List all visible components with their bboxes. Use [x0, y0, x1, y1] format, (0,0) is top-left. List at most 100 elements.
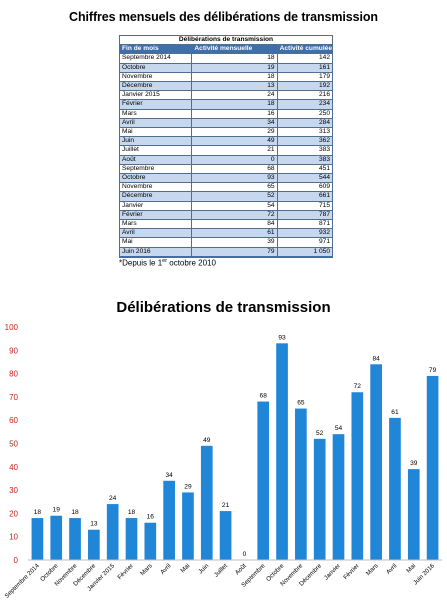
x-tick-label: Mai: [405, 562, 417, 574]
bar: [88, 529, 100, 560]
bar-value-label: 61: [391, 409, 399, 416]
bar: [426, 375, 439, 560]
cell-monthly: 21: [191, 145, 278, 156]
bar: [200, 445, 213, 560]
bar-value-label: 39: [410, 460, 418, 467]
table-title: Chiffres mensuels des délibérations de t…: [69, 10, 378, 24]
y-tick-label: 20: [9, 509, 18, 518]
cell-month: Mars: [118, 219, 193, 230]
bars: 18 19 18 13 24 18 16 34 29 49 21 0 68 93 65 52 54 72 84 61 3…: [31, 334, 439, 560]
table-row: Janvier 54 715: [118, 200, 334, 211]
bar-value-label: 34: [165, 472, 173, 479]
bar-value-label: 54: [335, 425, 343, 432]
y-tick-label: 60: [9, 416, 18, 425]
x-tick-label: Juillet: [213, 562, 229, 578]
bar: [370, 364, 382, 560]
table-row: Juillet 21 383: [118, 145, 334, 156]
bar-value-label: 16: [147, 514, 155, 521]
cell-month: Septembre 2014: [118, 53, 193, 64]
cell-month: Janvier: [118, 200, 193, 211]
bar-value-label: 18: [71, 509, 79, 516]
cell-month: Février: [118, 209, 193, 221]
cell-cumulative: 787: [276, 209, 334, 221]
cell-month: Décembre: [118, 191, 193, 202]
bar-value-label: 52: [316, 430, 324, 437]
bar: [389, 417, 401, 560]
table-row: Septembre 68 451: [118, 163, 334, 175]
cell-month: Juin 2016: [118, 246, 193, 258]
x-tick-label: Mars: [139, 562, 154, 577]
cell-cumulative: 192: [276, 81, 334, 92]
cell-month: Novembre: [118, 182, 193, 193]
cell-month: Mai: [118, 127, 193, 138]
bar-value-label: 21: [222, 502, 230, 509]
cell-cumulative: 609: [276, 182, 334, 193]
cell-cumulative: 1 050: [276, 246, 334, 258]
table-row: Mai 39 971: [118, 237, 334, 248]
column-header-cumulative: Activité cumulée*: [276, 44, 334, 55]
cell-cumulative: 932: [276, 228, 334, 239]
bar-value-label: 93: [278, 334, 286, 341]
cell-cumulative: 179: [276, 71, 334, 83]
bar-value-label: 72: [354, 383, 362, 390]
cell-monthly: 18: [191, 99, 278, 110]
cell-month: Août: [118, 154, 193, 165]
cell-month: Septembre: [118, 163, 193, 175]
y-tick-label: 70: [9, 393, 18, 402]
bar: [276, 343, 288, 560]
cell-monthly: 16: [191, 108, 278, 119]
bar-chart: 0 10 20 30 40 50 60 70 80 90 100 18 19 18 13 24 18 16 34 2…: [4, 323, 442, 600]
bar-value-label: 49: [203, 437, 211, 444]
footnote-suffix: octobre 2010: [167, 258, 216, 268]
bar: [144, 522, 157, 560]
y-tick-label: 0: [14, 556, 19, 565]
cell-month: Février: [118, 99, 193, 110]
x-tick-label: Juin 2016: [412, 562, 436, 586]
table-row: Juin 49 362: [118, 136, 334, 147]
table-row: Avril 34 284: [118, 117, 334, 129]
bar-value-label: 84: [372, 355, 380, 362]
cell-month: Avril: [118, 228, 193, 239]
bar-value-label: 68: [260, 393, 268, 400]
y-axis: 0 10 20 30 40 50 60 70 80 90 100: [5, 323, 19, 565]
cell-monthly: 0: [191, 154, 278, 165]
bar: [257, 401, 270, 560]
cell-cumulative: 715: [276, 200, 334, 211]
bar: [163, 480, 175, 560]
x-tick-label: Février: [116, 562, 135, 581]
x-tick-label: Février: [342, 562, 361, 581]
table-row: Mars 84 871: [118, 219, 334, 230]
cell-cumulative: 871: [276, 219, 334, 230]
cell-monthly: 49: [191, 136, 278, 147]
cell-cumulative: 142: [276, 53, 334, 64]
cell-cumulative: 161: [276, 62, 334, 73]
x-tick-label: Juin: [197, 562, 210, 575]
cell-monthly: 34: [191, 117, 278, 129]
table-row: Mai 29 313: [118, 127, 334, 138]
x-tick-label: Mars: [365, 562, 380, 577]
bar-value-label: 65: [297, 400, 305, 407]
cell-cumulative: 383: [276, 154, 334, 165]
footnote: *Depuis le 1er octobre 2010: [119, 258, 216, 268]
cell-cumulative: 362: [276, 136, 334, 147]
table-row: Mars 16 250: [118, 108, 334, 119]
cell-monthly: 29: [191, 127, 278, 138]
cell-month: Décembre: [118, 81, 193, 92]
cell-month: Octobre: [118, 173, 193, 184]
cell-cumulative: 971: [276, 237, 334, 248]
bar: [125, 518, 138, 560]
bar-value-label: 79: [429, 367, 437, 374]
y-tick-label: 30: [9, 486, 18, 495]
x-tick-label: Mai: [179, 562, 191, 574]
bar-value-label: 0: [243, 551, 247, 558]
table-row: Avril 61 932: [118, 228, 334, 239]
bar: [50, 515, 63, 560]
cell-monthly: 13: [191, 81, 278, 92]
bar: [351, 392, 364, 560]
cell-month: Mars: [118, 108, 193, 119]
y-tick-label: 80: [9, 370, 18, 379]
table-row: Novembre 65 609: [118, 182, 334, 193]
cell-cumulative: 313: [276, 127, 334, 138]
bar: [219, 511, 232, 560]
cell-cumulative: 544: [276, 173, 334, 184]
